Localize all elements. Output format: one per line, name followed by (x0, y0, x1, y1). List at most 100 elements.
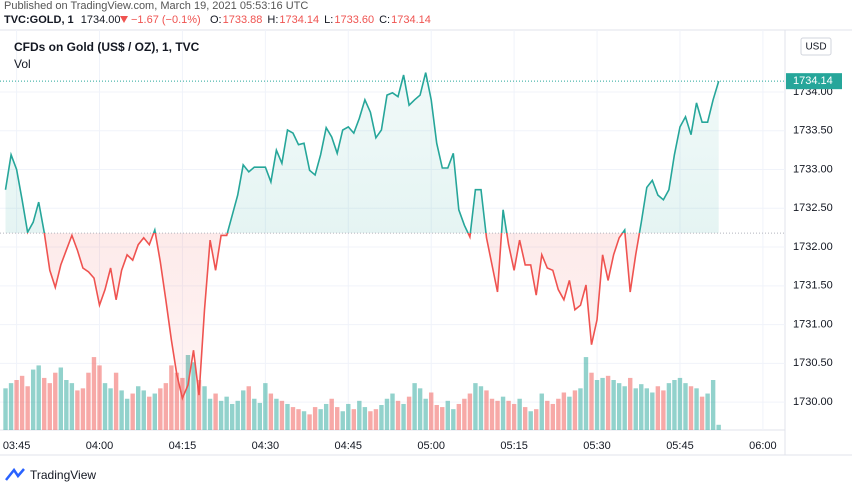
volume-bar (8, 383, 14, 430)
volume-bar (36, 365, 41, 430)
volume-bar (14, 380, 19, 430)
volume-bar (202, 386, 207, 430)
volume-bar (440, 407, 445, 430)
volume-bar (384, 398, 390, 430)
volume-bar (119, 390, 124, 430)
ohlc-value: 1734.14 (279, 14, 319, 26)
volume-bar (589, 372, 594, 430)
volume-bar (136, 386, 141, 430)
volume-bar (368, 411, 373, 430)
currency-box[interactable] (800, 37, 832, 56)
last-price-label: 1734.14 (793, 75, 833, 87)
volume-bar (462, 398, 467, 430)
volume-bar (661, 390, 666, 430)
x-tick-label: 04:00 (86, 440, 114, 452)
volume-bar (616, 383, 622, 430)
volume-bar (605, 375, 611, 430)
x-tick-label: 05:15 (500, 440, 528, 452)
volume-bar (451, 409, 456, 430)
volume-bar (279, 400, 285, 430)
volume-bar (91, 357, 97, 430)
volume-bar (705, 393, 710, 430)
volume-bar (97, 365, 102, 430)
published-note: Published on TradingView.com, March 19, … (4, 0, 308, 12)
volume-bar (185, 355, 191, 430)
baseline-area (5, 72, 719, 399)
volume-bar (285, 403, 290, 430)
grid: 1730.00 1730.50 1731.00 1731.50 1732.00 1732.… (0, 30, 833, 452)
y-tick-label: 1732.50 (793, 202, 833, 214)
volume-bar (677, 377, 683, 430)
volume-bar (522, 407, 528, 430)
volume-bar (561, 392, 567, 430)
logo-mark (5, 467, 25, 481)
volume-bar (478, 386, 484, 430)
volume-bar (252, 398, 257, 430)
volume-bar (473, 383, 478, 430)
y-tick-label: 1731.50 (793, 280, 833, 292)
volume-bar (622, 386, 627, 430)
x-tick-label: 06:00 (749, 440, 777, 452)
volume-bar (246, 386, 251, 430)
volume-bar (268, 393, 274, 430)
ohlc-label: C: (379, 14, 390, 26)
volume-bar (263, 383, 268, 430)
x-tick-label: 04:45 (335, 440, 363, 452)
volume-bar (296, 409, 301, 430)
volume-bar (102, 383, 108, 430)
volume-bar (484, 390, 489, 430)
volume-bar (434, 405, 439, 430)
volume-bar (594, 380, 600, 430)
volume-bar (406, 396, 412, 430)
volume-bar (224, 396, 229, 430)
volume-bar (445, 400, 450, 430)
volume-bar (274, 398, 279, 430)
volume-bar (633, 388, 638, 430)
volume-bar (42, 377, 47, 430)
volume-bar (517, 398, 522, 430)
volume-bar (556, 398, 561, 430)
volume-bar (318, 409, 323, 430)
volume-bar (401, 403, 406, 430)
volume-bar (169, 365, 174, 430)
volume-bar (163, 383, 169, 430)
volume-bar (340, 411, 345, 430)
volume-bar (489, 398, 495, 430)
volume-bar (207, 398, 213, 430)
volume-bar (395, 400, 401, 430)
volume-bar (666, 383, 672, 430)
x-tick-label: 05:00 (417, 440, 445, 452)
volume-bar (147, 396, 152, 430)
y-tick-label: 1730.50 (793, 357, 833, 369)
ohlc-label: O: (210, 14, 222, 26)
y-tick-label: 1732.00 (793, 241, 833, 253)
volume-bar (213, 393, 218, 430)
volume-bar (639, 384, 644, 430)
volume-bar (428, 392, 434, 430)
volume-bar (235, 400, 240, 430)
brand: TradingView (30, 468, 96, 482)
x-tick-label: 04:15 (169, 440, 197, 452)
volume-bar (218, 400, 224, 430)
volume-bar (86, 372, 91, 430)
volume-bar (539, 393, 544, 430)
volume-bar (25, 386, 30, 430)
volume-bar (47, 383, 52, 430)
volume-bar (467, 393, 473, 430)
volume-bar (335, 407, 340, 430)
volume-bar (152, 393, 157, 430)
symbol: TVC:GOLD, 1 (4, 14, 74, 26)
y-tick-label: 1733.50 (793, 125, 833, 137)
volume-bar (650, 392, 655, 430)
currency[interactable]: USD (805, 42, 826, 53)
volume-bar (113, 372, 119, 430)
volume-bar (417, 388, 423, 430)
volume-bar (290, 407, 296, 430)
last-price-box (786, 73, 842, 90)
volume-bar (390, 393, 395, 430)
volume-bar (688, 386, 694, 430)
volume-bar (346, 403, 351, 430)
volume-bar (373, 409, 379, 430)
volume-bar (312, 407, 318, 430)
